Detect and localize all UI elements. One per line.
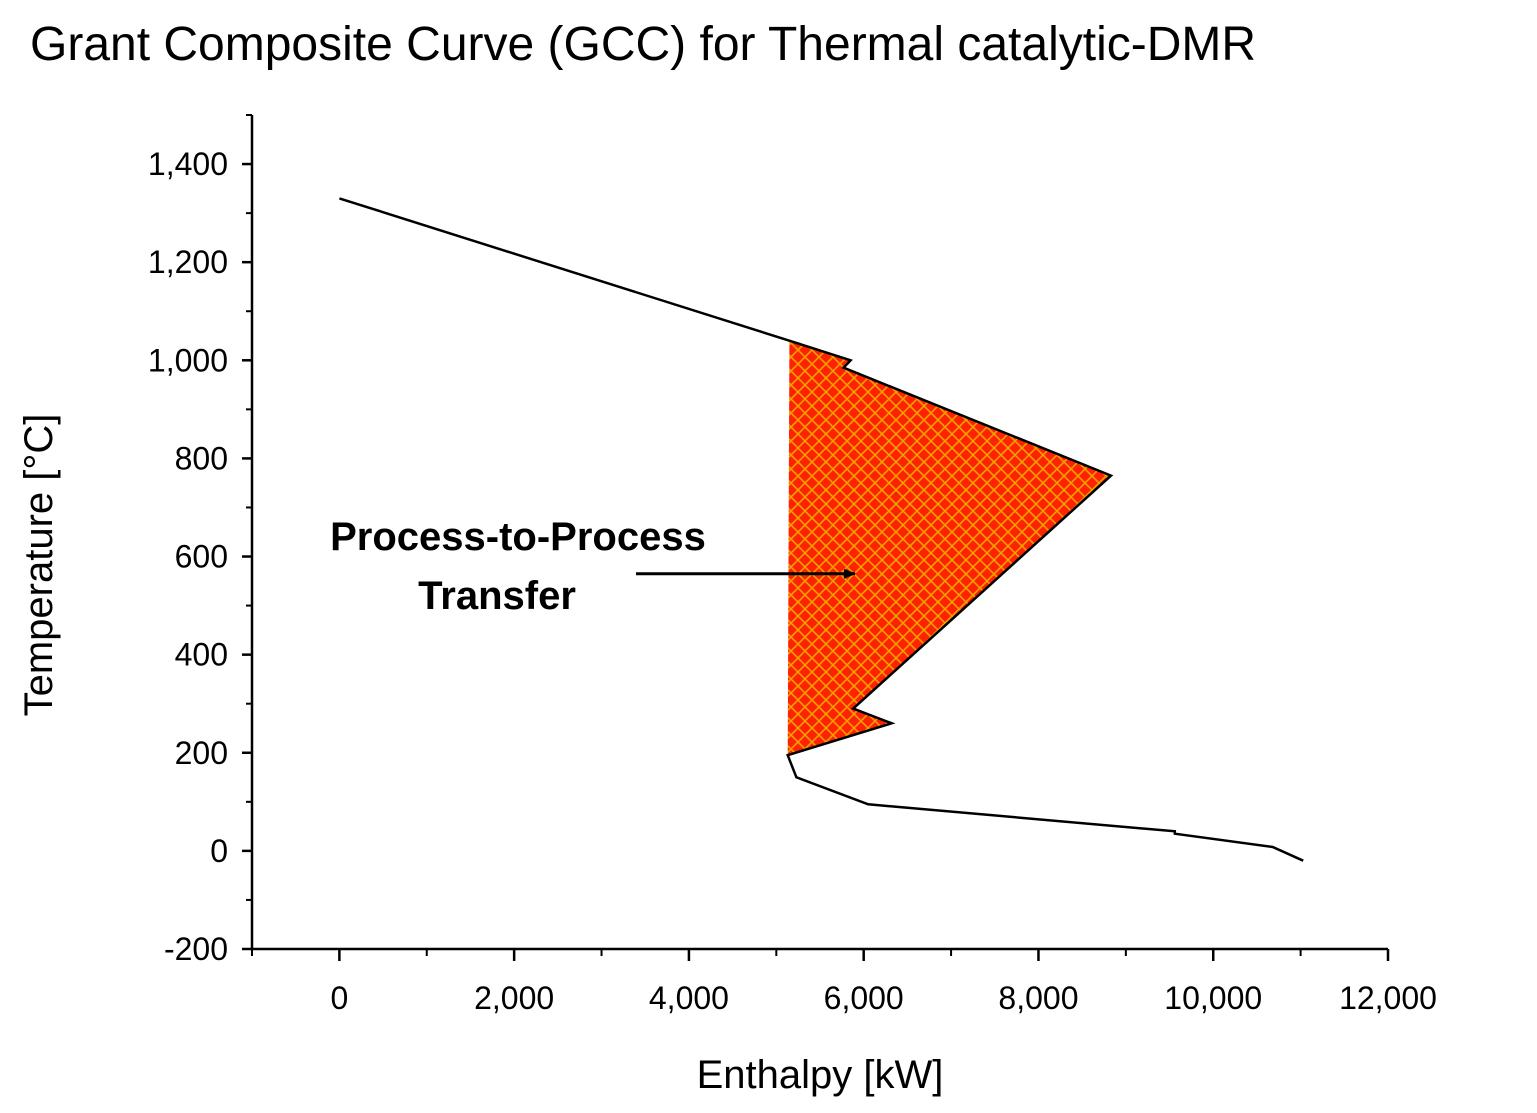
series-line-gcc (339, 197, 1304, 862)
y-tick-label: 400 (175, 637, 228, 673)
y-tick-label: -200 (164, 931, 228, 967)
x-tick-label: 2,000 (474, 980, 554, 1016)
annotation-line-2: Transfer (418, 574, 576, 618)
x-tick-label: 6,000 (824, 980, 904, 1016)
annotation-line-1: Process-to-Process (330, 515, 706, 559)
y-tick-label: 600 (175, 539, 228, 575)
y-tick-label: 1,200 (148, 244, 228, 280)
x-tick-label: 4,000 (649, 980, 729, 1016)
y-tick-label: 1,000 (148, 342, 228, 378)
chart-title: Grant Composite Curve (GCC) for Thermal … (30, 18, 1256, 71)
process-transfer-region (787, 340, 1111, 756)
x-axis-label: Enthalpy [kW] (697, 1053, 944, 1097)
plot-area: -200 0 200 400 600 800 1,000 1,200 1,400 0 2,000 4,… (148, 114, 1437, 1016)
y-tick-label: 0 (210, 833, 228, 869)
x-tick-label: 12,000 (1339, 980, 1437, 1016)
y-tick-label: 800 (175, 440, 228, 476)
x-tick-label: 10,000 (1164, 980, 1262, 1016)
y-tick-label: 1,400 (148, 146, 228, 182)
annotation: Process-to-Process Transfer (330, 515, 856, 618)
y-tick-label: 200 (175, 735, 228, 771)
x-tick-label: 8,000 (998, 980, 1078, 1016)
y-axis-label: Temperature [°C] (17, 414, 61, 717)
x-tick-label: 0 (330, 980, 348, 1016)
